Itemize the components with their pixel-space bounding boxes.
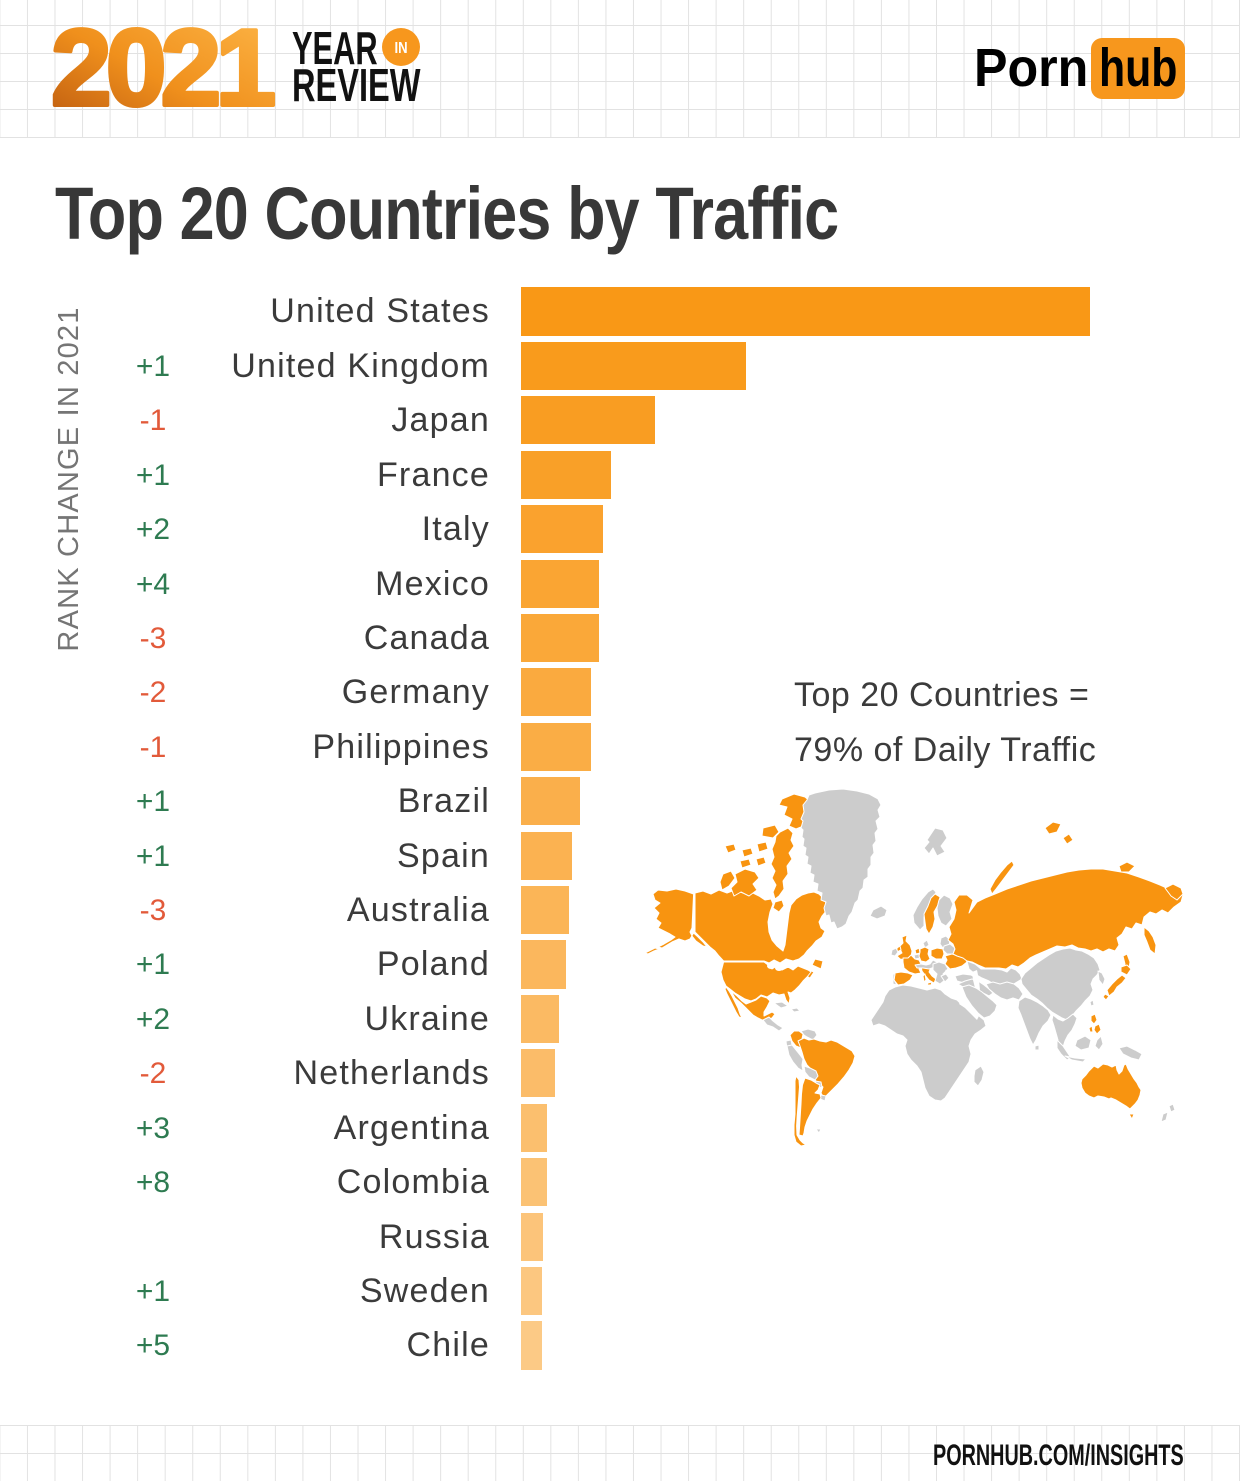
svg-text:REVIEW: REVIEW [292,61,421,105]
svg-text:hub: hub [1099,38,1177,98]
svg-text:2021: 2021 [51,14,273,118]
svg-text:PORNHUB.COM/INSIGHTS: PORNHUB.COM/INSIGHTS [933,1439,1184,1472]
svg-text:IN: IN [394,40,407,57]
svg-text:YEAR: YEAR [292,24,378,75]
svg-text:Porn: Porn [974,38,1088,98]
